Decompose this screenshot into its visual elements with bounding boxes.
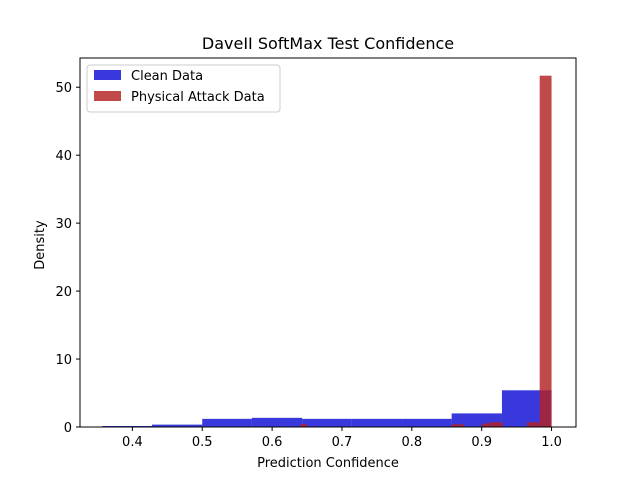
x-tick-label: 0.7: [332, 435, 353, 450]
y-tick-label: 30: [55, 217, 72, 232]
legend-swatch: [94, 91, 121, 101]
histogram-bar-series-0-bin-3: [251, 417, 303, 427]
histogram-bar-series-1-bin-2: [481, 423, 489, 427]
histogram-bar-series-1-bin-5: [539, 75, 552, 428]
legend: Clean Data Physical Attack Data: [86, 64, 281, 113]
x-tick-label: 0.6: [262, 435, 283, 450]
histogram-bar-series-1-bin-3: [488, 422, 503, 427]
y-tick-label: 40: [55, 149, 72, 164]
legend-label: Physical Attack Data: [131, 90, 265, 105]
histogram-bar-series-0-bin-6: [402, 418, 452, 427]
chart-title: DaveII SoftMax Test Confidence: [202, 34, 454, 53]
y-axis-label: Density: [33, 220, 48, 270]
legend-swatch: [94, 70, 121, 80]
x-tick-label: 0.5: [192, 435, 213, 450]
histogram-bar-series-1-bin-4: [527, 422, 540, 427]
histogram-bar-series-0-bin-2: [202, 418, 252, 427]
histogram-bar-series-0-bin-5: [351, 418, 403, 427]
y-tick-label: 10: [55, 353, 72, 368]
histogram-bar-series-0-bin-4: [302, 418, 352, 427]
legend-label: Clean Data: [131, 69, 203, 84]
legend-box: [86, 64, 281, 113]
histogram-bar-series-0-bin-1: [151, 424, 203, 427]
x-axis-label: Prediction Confidence: [257, 456, 399, 471]
y-tick-label: 0: [64, 421, 72, 436]
axes-layer: 0.4 0.5 0.6 0.7 0.8 0.9 1.0 0 10 20 30 40 50: [55, 57, 577, 450]
plot-frame: [79, 57, 577, 428]
x-tick-label: 0.4: [122, 435, 143, 450]
histogram-bar-series-1-bin-0: [300, 424, 308, 427]
bars-layer: [102, 75, 552, 428]
histogram-bar-series-0-bin-0: [102, 425, 152, 427]
y-tick-label: 50: [55, 81, 72, 96]
histogram-bar-series-1-bin-1: [451, 424, 465, 427]
x-tick-label: 1.0: [541, 435, 562, 450]
x-tick-label: 0.9: [471, 435, 492, 450]
x-tick-label: 0.8: [401, 435, 422, 450]
y-tick-label: 20: [55, 285, 72, 300]
